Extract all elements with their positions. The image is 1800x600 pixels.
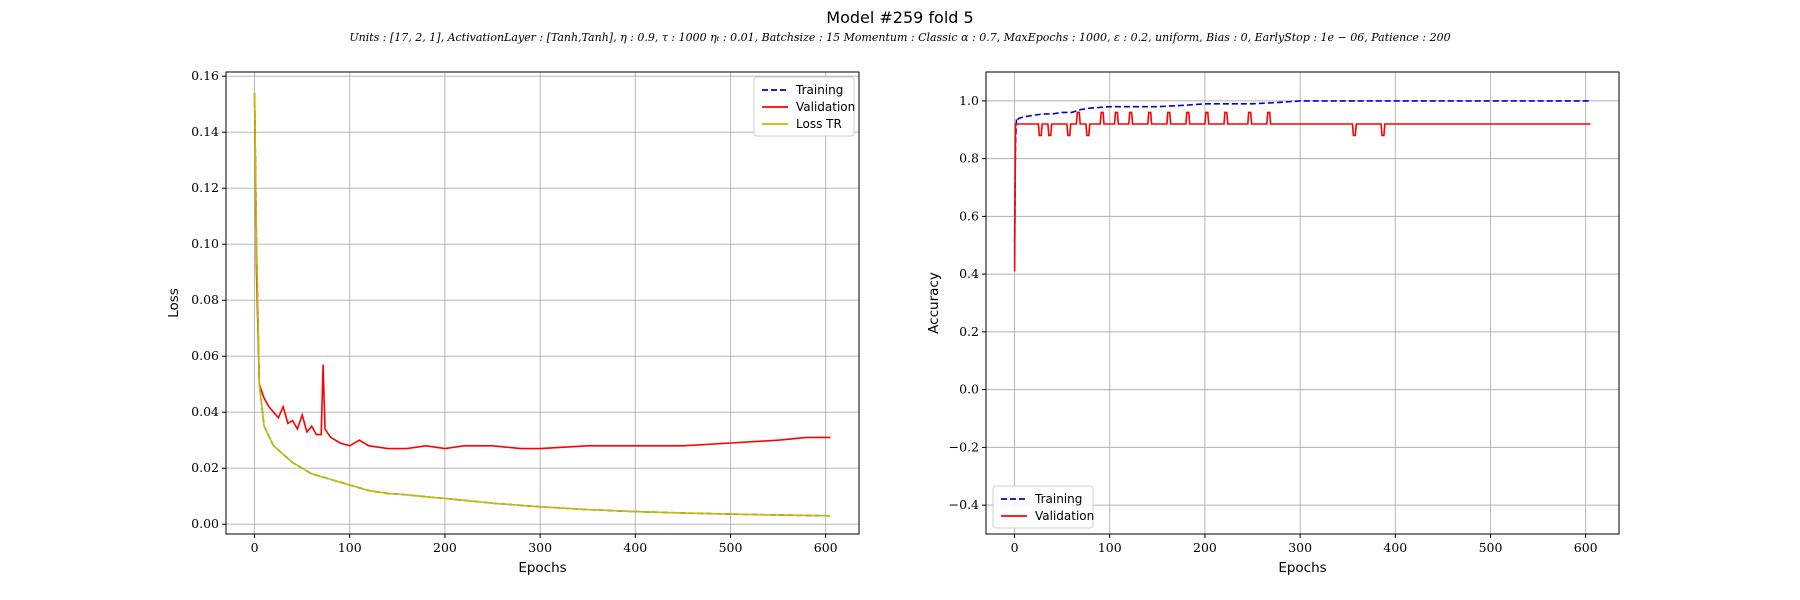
y-tick-label: 0.16 (191, 68, 219, 83)
legend-label: Validation (1035, 509, 1094, 523)
legend-label: Validation (796, 100, 855, 114)
legend: Training Validation (993, 486, 1094, 528)
x-tick-label: 100 (338, 540, 362, 555)
y-tick-label: 0.04 (191, 404, 219, 419)
y-tick-label: 0.00 (191, 516, 219, 531)
legend-label: Loss TR (796, 117, 842, 131)
x-tick-label: 300 (1288, 540, 1312, 555)
y-tick-label: 0.10 (191, 236, 219, 251)
legend: Training Validation Loss TR (754, 77, 855, 136)
legend-label: Training (795, 83, 843, 97)
x-axis-label: Epochs (518, 560, 566, 576)
y-tick-label: 0.8 (959, 151, 979, 166)
x-tick-label: 200 (1193, 540, 1217, 555)
y-tick-label: 0.14 (191, 124, 219, 139)
y-tick-label: −0.4 (949, 497, 979, 512)
series-line-loss-tr (255, 93, 831, 516)
chart-loss: 0 100 200 300 400 500 600 0.00 0.02 0.04 0.06 0.08 0… (166, 68, 859, 576)
x-tick-label: 400 (623, 540, 647, 555)
y-tick-label: 0.02 (191, 460, 219, 475)
y-axis-label: Accuracy (926, 272, 942, 334)
series-line-validation (255, 99, 831, 449)
x-tick-label: 100 (1098, 540, 1122, 555)
plot-frame (986, 72, 1619, 534)
y-tick-label: 0.08 (191, 292, 219, 307)
plot-frame (226, 72, 859, 534)
y-tick-label: 0.06 (191, 348, 219, 363)
x-tick-label: 600 (1574, 540, 1598, 555)
x-tick-label: 500 (719, 540, 743, 555)
x-tick-label: 200 (433, 540, 457, 555)
y-tick-label: 0.2 (959, 324, 979, 339)
y-tick-label: 0.0 (959, 382, 979, 397)
x-tick-label: 500 (1479, 540, 1503, 555)
x-tick-label: 0 (251, 540, 259, 555)
legend-label: Training (1034, 492, 1082, 506)
y-tick-label: 0.6 (959, 208, 979, 223)
x-tick-label: 400 (1383, 540, 1407, 555)
series-line-training (255, 93, 831, 516)
y-tick-label: 1.0 (959, 93, 979, 108)
x-tick-label: 0 (1011, 540, 1019, 555)
chart-accuracy: 0 100 200 300 400 500 600 −0.4 −0.2 0.0 0.2 0.4 0.6 0… (926, 72, 1619, 576)
x-tick-label: 600 (814, 540, 838, 555)
series-line-validation (1015, 112, 1591, 271)
y-tick-label: 0.4 (959, 266, 979, 281)
y-axis-label: Loss (166, 288, 182, 318)
x-axis-label: Epochs (1278, 560, 1326, 576)
x-tick-label: 300 (528, 540, 552, 555)
y-tick-label: 0.12 (191, 180, 219, 195)
y-tick-label: −0.2 (949, 439, 979, 454)
